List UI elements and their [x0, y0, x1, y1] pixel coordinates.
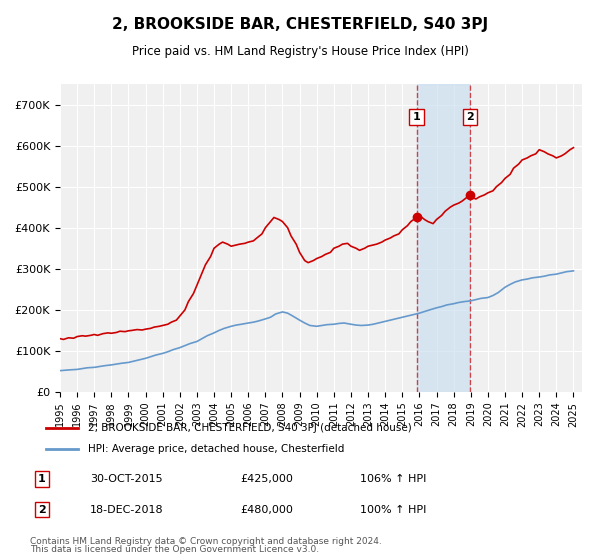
- Text: This data is licensed under the Open Government Licence v3.0.: This data is licensed under the Open Gov…: [30, 545, 319, 554]
- Text: 2, BROOKSIDE BAR, CHESTERFIELD, S40 3PJ: 2, BROOKSIDE BAR, CHESTERFIELD, S40 3PJ: [112, 17, 488, 32]
- Text: £425,000: £425,000: [240, 474, 293, 484]
- Text: 2, BROOKSIDE BAR, CHESTERFIELD, S40 3PJ (detached house): 2, BROOKSIDE BAR, CHESTERFIELD, S40 3PJ …: [88, 423, 412, 433]
- Text: 1: 1: [413, 112, 421, 122]
- Text: 106% ↑ HPI: 106% ↑ HPI: [360, 474, 427, 484]
- Text: 18-DEC-2018: 18-DEC-2018: [90, 505, 164, 515]
- Bar: [416, 84, 470, 392]
- Text: 30-OCT-2015: 30-OCT-2015: [90, 474, 163, 484]
- Text: 100% ↑ HPI: 100% ↑ HPI: [360, 505, 427, 515]
- Text: £480,000: £480,000: [240, 505, 293, 515]
- Text: 1: 1: [38, 474, 46, 484]
- Text: Price paid vs. HM Land Registry's House Price Index (HPI): Price paid vs. HM Land Registry's House …: [131, 45, 469, 58]
- Text: 2: 2: [38, 505, 46, 515]
- Text: HPI: Average price, detached house, Chesterfield: HPI: Average price, detached house, Ches…: [88, 444, 344, 454]
- Text: Contains HM Land Registry data © Crown copyright and database right 2024.: Contains HM Land Registry data © Crown c…: [30, 537, 382, 546]
- Text: 2: 2: [466, 112, 474, 122]
